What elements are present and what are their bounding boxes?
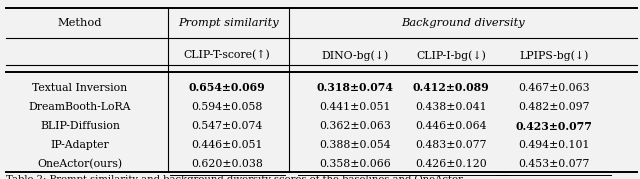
Text: 0.358±0.066: 0.358±0.066 [319, 159, 391, 169]
Text: 0.654±0.069: 0.654±0.069 [189, 82, 266, 93]
Text: 0.483±0.077: 0.483±0.077 [415, 140, 487, 150]
Text: OneActor(ours): OneActor(ours) [37, 159, 123, 169]
Text: CLIP-I-bg(↓): CLIP-I-bg(↓) [416, 50, 486, 61]
Text: 0.318±0.074: 0.318±0.074 [317, 82, 394, 93]
Text: 0.594±0.058: 0.594±0.058 [191, 102, 263, 112]
Text: DreamBooth-LoRA: DreamBooth-LoRA [29, 102, 131, 112]
Text: IP-Adapter: IP-Adapter [51, 140, 109, 150]
Text: 0.620±0.038: 0.620±0.038 [191, 159, 263, 169]
Text: Textual Inversion: Textual Inversion [33, 83, 127, 93]
Text: Background diversity: Background diversity [401, 18, 525, 28]
Text: Prompt similarity: Prompt similarity [178, 18, 279, 28]
Text: 0.547±0.074: 0.547±0.074 [191, 121, 263, 131]
Text: 0.438±0.041: 0.438±0.041 [415, 102, 487, 112]
Text: 0.362±0.063: 0.362±0.063 [319, 121, 391, 131]
Text: 0.453±0.077: 0.453±0.077 [518, 159, 589, 169]
Text: 0.446±0.064: 0.446±0.064 [415, 121, 487, 131]
Text: 0.388±0.054: 0.388±0.054 [319, 140, 391, 150]
Text: 0.426±0.120: 0.426±0.120 [415, 159, 487, 169]
Text: Table 2: Prompt similarity and background diversity scores of the baselines and : Table 2: Prompt similarity and backgroun… [6, 175, 465, 179]
Text: Method: Method [58, 18, 102, 28]
Text: 0.441±0.051: 0.441±0.051 [319, 102, 391, 112]
Text: CLIP-T-score(↑): CLIP-T-score(↑) [184, 50, 271, 61]
Text: 0.446±0.051: 0.446±0.051 [191, 140, 263, 150]
Text: 0.412±0.089: 0.412±0.089 [413, 82, 490, 93]
Text: DINO-bg(↓): DINO-bg(↓) [321, 50, 389, 61]
Text: 0.423±0.077: 0.423±0.077 [515, 121, 592, 132]
Text: LPIPS-bg(↓): LPIPS-bg(↓) [519, 50, 588, 61]
Text: BLIP-Diffusion: BLIP-Diffusion [40, 121, 120, 131]
Text: 0.482±0.097: 0.482±0.097 [518, 102, 589, 112]
Text: 0.467±0.063: 0.467±0.063 [518, 83, 589, 93]
Text: 0.494±0.101: 0.494±0.101 [518, 140, 589, 150]
